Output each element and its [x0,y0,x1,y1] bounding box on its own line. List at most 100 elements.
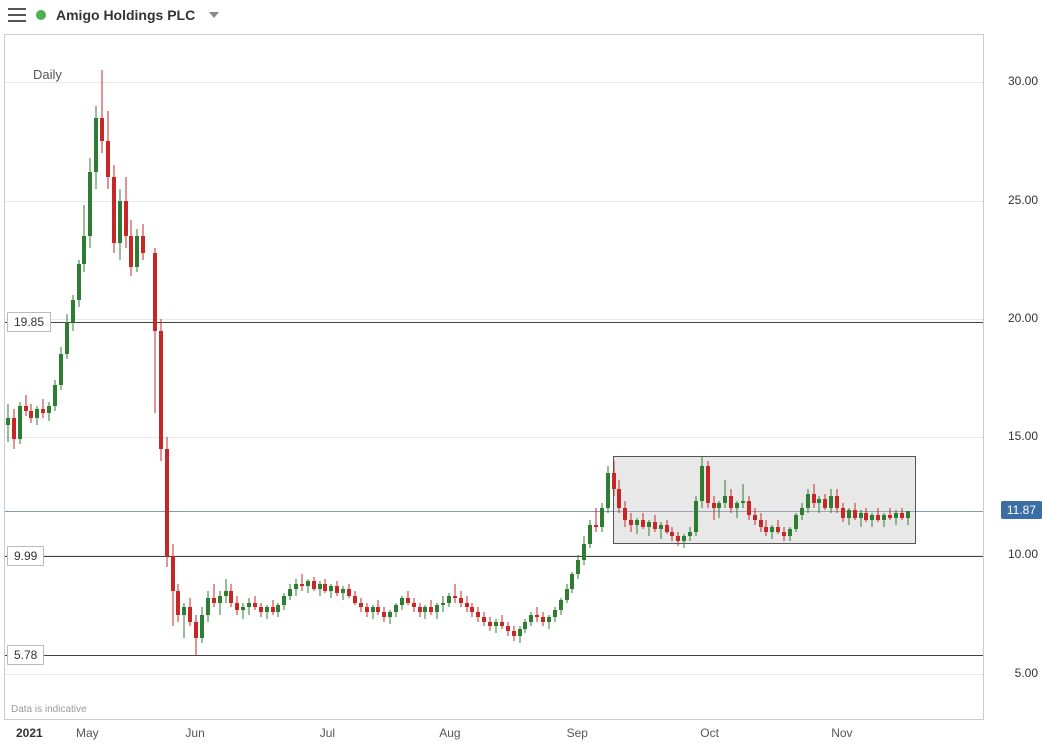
candle [265,35,269,721]
candle [12,35,16,721]
candle [77,35,81,721]
candle [806,35,810,721]
candle [882,35,886,721]
candle [212,35,216,721]
x-tick-label: Sep [567,726,588,740]
candle [817,35,821,721]
time-axis: 2021 MayJunJulAugSepOctNov [4,722,984,750]
candle [206,35,210,721]
chart-plot-area[interactable]: Daily Data is indicative 19.859.995.78 [4,34,984,720]
candle [800,35,804,721]
candle [459,35,463,721]
candle [165,35,169,721]
candle [371,35,375,721]
candle [394,35,398,721]
candle [141,35,145,721]
candle [71,35,75,721]
candle [812,35,816,721]
candle [753,35,757,721]
menu-icon[interactable] [8,8,26,22]
candle [341,35,345,721]
candle [171,35,175,721]
candle [6,35,10,721]
candle [494,35,498,721]
candle [582,35,586,721]
y-tick-label: 30.00 [1008,74,1038,88]
candle [300,35,304,721]
x-tick-label: Jul [320,726,335,740]
candle [288,35,292,721]
candle [617,35,621,721]
candle [241,35,245,721]
candle [453,35,457,721]
candle [717,35,721,721]
candle [423,35,427,721]
x-tick-label: Aug [439,726,460,740]
candle [235,35,239,721]
candle [794,35,798,721]
x-tick-label: Jun [185,726,204,740]
candle [541,35,545,721]
candle [500,35,504,721]
candle [612,35,616,721]
candle [853,35,857,721]
candle [570,35,574,721]
candle [65,35,69,721]
candle [135,35,139,721]
candle [600,35,604,721]
candle [412,35,416,721]
candle [676,35,680,721]
candle [723,35,727,721]
candle [553,35,557,721]
candle [847,35,851,721]
chart-container: Daily Data is indicative 19.859.995.78 5… [0,30,1042,750]
current-price-tag: 11.87 [1001,501,1042,519]
y-tick-label: 25.00 [1008,193,1038,207]
chevron-down-icon[interactable] [209,12,219,18]
candle [176,35,180,721]
status-indicator [36,10,46,20]
candle [465,35,469,721]
candle [588,35,592,721]
candle [512,35,516,721]
candle [388,35,392,721]
candle [565,35,569,721]
chart-header: Amigo Holdings PLC [0,0,1042,30]
candle [382,35,386,721]
candle [100,35,104,721]
candle [271,35,275,721]
candle [359,35,363,721]
candle [470,35,474,721]
x-tick-label: Nov [831,726,852,740]
candle [376,35,380,721]
candle [706,35,710,721]
candle [47,35,51,721]
candle [623,35,627,721]
candle [535,35,539,721]
candle [864,35,868,721]
y-tick-label: 20.00 [1008,311,1038,325]
candle [429,35,433,721]
candle [329,35,333,721]
candle [94,35,98,721]
candle [400,35,404,721]
candle [764,35,768,721]
y-tick-label: 15.00 [1008,429,1038,443]
candle [641,35,645,721]
candle [41,35,45,721]
candle [118,35,122,721]
candle [224,35,228,721]
candle [747,35,751,721]
candle [823,35,827,721]
candle [606,35,610,721]
candle [347,35,351,721]
candle [312,35,316,721]
candle [353,35,357,721]
candle [894,35,898,721]
candle [506,35,510,721]
candle [670,35,674,721]
candle [688,35,692,721]
candle [700,35,704,721]
candle [82,35,86,721]
candle [741,35,745,721]
